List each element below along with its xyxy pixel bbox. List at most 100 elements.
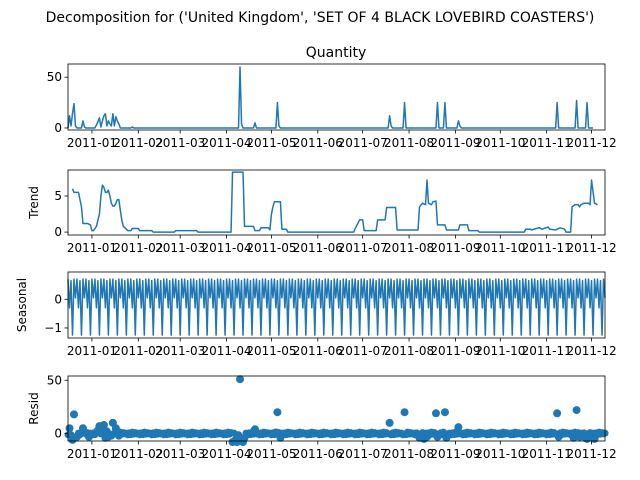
x-tick-label: 2011-04 <box>201 241 251 255</box>
y-tick-label: 0 <box>54 427 62 441</box>
x-tick-label: 2011-03 <box>155 241 205 255</box>
x-tick-label: 2011-06 <box>293 344 343 358</box>
x-tick-label: 2011-07 <box>338 344 388 358</box>
x-tick-label: 2011-03 <box>155 344 205 358</box>
series-line-seasonal <box>67 278 606 336</box>
resid-point <box>454 423 463 432</box>
x-tick-label: 2011-11 <box>522 344 572 358</box>
x-tick-label: 2011-05 <box>246 344 296 358</box>
x-tick-label: 2011-10 <box>475 447 525 461</box>
x-tick-label: 2011-06 <box>293 136 343 150</box>
y-axis-label: Seasonal <box>15 278 29 332</box>
x-tick-label: 2011-07 <box>338 447 388 461</box>
x-tick-label: 2011-08 <box>384 447 434 461</box>
panel-1-title: Quantity <box>306 45 367 61</box>
x-tick-label: 2011-11 <box>522 241 572 255</box>
x-tick-label: 2011-03 <box>155 136 205 150</box>
x-tick-label: 2011-09 <box>430 344 480 358</box>
y-tick-label: −1 <box>44 321 62 335</box>
x-tick-label: 2011-06 <box>293 241 343 255</box>
resid-point <box>99 421 108 430</box>
y-axis-label: Trend <box>27 186 41 220</box>
resid-point <box>72 432 81 441</box>
x-tick-label: 2011-07 <box>338 136 388 150</box>
resid-point <box>276 433 285 442</box>
x-tick-label: 2011-08 <box>384 241 434 255</box>
x-tick-label: 2011-02 <box>113 344 163 358</box>
y-tick-label: 0 <box>54 225 62 239</box>
resid-point <box>271 428 280 437</box>
axes-frame <box>67 271 606 339</box>
panel-resid: 0502011-012011-022011-032011-042011-0520… <box>27 373 617 461</box>
resid-point <box>433 432 442 441</box>
x-tick-label: 2011-05 <box>246 241 296 255</box>
resid-point <box>400 408 409 417</box>
y-tick-label: 50 <box>47 373 62 387</box>
resid-point <box>431 409 440 418</box>
y-axis-label: Resid <box>27 392 41 424</box>
resid-point <box>569 433 578 442</box>
x-tick-label: 2011-10 <box>475 136 525 150</box>
x-tick-label: 2011-01 <box>67 447 117 461</box>
x-tick-label: 2011-09 <box>430 241 480 255</box>
panel-trend: 052011-012011-022011-032011-042011-05201… <box>27 169 617 255</box>
panel-quantity: 0502011-012011-022011-032011-042011-0520… <box>47 63 617 150</box>
x-tick-label: 2011-05 <box>246 447 296 461</box>
x-tick-label: 2011-07 <box>338 241 388 255</box>
resid-point <box>250 425 259 434</box>
panel-seasonal: −102011-012011-022011-032011-042011-0520… <box>15 271 617 358</box>
y-tick-label: 0 <box>54 292 62 306</box>
axes-frame <box>67 63 606 131</box>
axes-frame <box>67 375 606 442</box>
resid-point <box>65 424 74 433</box>
axes-frame <box>67 169 606 236</box>
x-tick-label: 2011-10 <box>475 241 525 255</box>
x-tick-label: 2011-10 <box>475 344 525 358</box>
resid-point <box>554 432 563 441</box>
resid-point <box>423 432 431 441</box>
x-tick-label: 2011-04 <box>201 136 251 150</box>
x-tick-label: 2011-02 <box>113 136 163 150</box>
x-tick-label: 2011-12 <box>566 447 616 461</box>
resid-point <box>236 375 245 384</box>
resid-point <box>385 418 394 427</box>
x-tick-label: 2011-04 <box>201 344 251 358</box>
resid-point <box>240 433 249 442</box>
series-line-trend <box>71 171 598 233</box>
x-tick-label: 2011-12 <box>566 136 616 150</box>
x-tick-label: 2011-12 <box>566 344 616 358</box>
x-tick-label: 2011-02 <box>113 241 163 255</box>
resid-point <box>273 408 282 417</box>
resid-point <box>440 408 449 417</box>
x-tick-label: 2011-04 <box>201 447 251 461</box>
resid-point <box>69 410 78 419</box>
y-tick-label: 5 <box>54 189 62 203</box>
x-tick-label: 2011-09 <box>430 447 480 461</box>
x-tick-label: 2011-11 <box>522 136 572 150</box>
x-tick-label: 2011-11 <box>522 447 572 461</box>
resid-point <box>553 409 562 418</box>
x-tick-label: 2011-08 <box>384 136 434 150</box>
resid-point <box>572 406 581 415</box>
x-tick-label: 2011-06 <box>293 447 343 461</box>
resid-point <box>84 432 93 441</box>
x-tick-label: 2011-02 <box>113 447 163 461</box>
x-tick-label: 2011-08 <box>384 344 434 358</box>
x-tick-label: 2011-09 <box>430 136 480 150</box>
series-line-quantity <box>67 66 594 129</box>
x-tick-label: 2011-05 <box>246 136 296 150</box>
x-tick-label: 2011-03 <box>155 447 205 461</box>
figure-suptitle: Decomposition for ('United Kingdom', 'SE… <box>46 10 595 26</box>
x-tick-label: 2011-01 <box>67 344 117 358</box>
resid-point <box>114 431 123 440</box>
y-tick-label: 0 <box>54 121 62 135</box>
resid-point <box>107 431 116 440</box>
resid-point <box>442 433 451 442</box>
x-tick-label: 2011-01 <box>67 136 117 150</box>
y-tick-label: 50 <box>47 70 62 84</box>
x-tick-label: 2011-01 <box>67 241 117 255</box>
x-tick-label: 2011-12 <box>566 241 616 255</box>
resid-point <box>575 432 584 441</box>
resid-point <box>78 424 87 433</box>
